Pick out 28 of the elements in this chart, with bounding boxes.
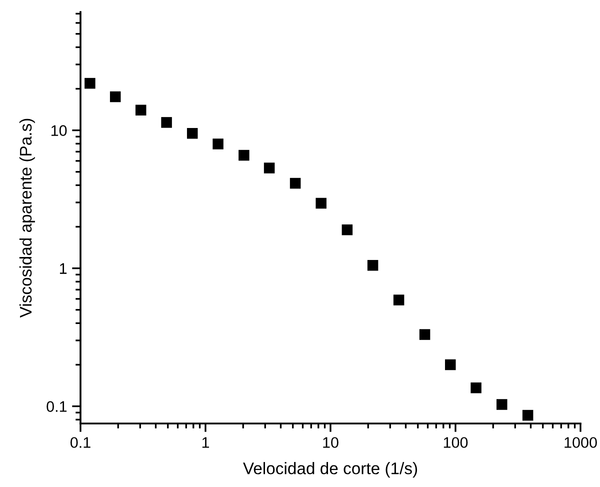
point [238, 150, 250, 161]
point [445, 359, 456, 370]
x-tick-label: 100 [444, 437, 468, 448]
point [290, 178, 301, 189]
point [393, 294, 404, 306]
point [264, 162, 275, 174]
point [496, 399, 508, 410]
x-tick-label: 0.1 [70, 437, 90, 448]
point [161, 117, 172, 128]
point [212, 138, 224, 150]
point [367, 260, 378, 271]
point [522, 410, 534, 421]
point [186, 128, 198, 139]
y-tick-label: 1 [60, 263, 67, 274]
x-axis-title: Velocidad de corte (1/s) [243, 462, 418, 478]
y-tick-label: 10 [51, 125, 67, 136]
x-tick-label: 1 [202, 437, 210, 448]
point [470, 382, 482, 394]
point [342, 224, 353, 236]
x-tick-label: 1000 [564, 437, 597, 448]
point [84, 78, 96, 89]
point [135, 104, 146, 116]
y-axis-title: Viscosidad aparente (Pa.s) [19, 118, 35, 318]
x-tick-label: 10 [323, 437, 338, 448]
point [316, 198, 326, 209]
point [110, 91, 121, 102]
point [419, 329, 430, 340]
y-tick-label: 0.1 [46, 401, 67, 412]
